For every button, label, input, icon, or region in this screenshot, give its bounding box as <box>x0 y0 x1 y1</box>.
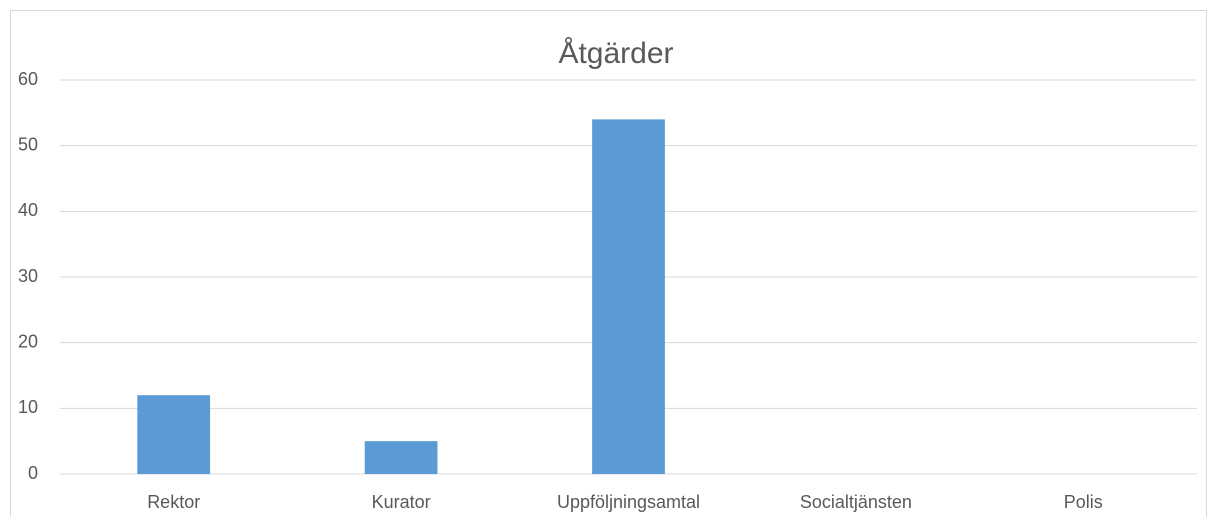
y-tick-label: 50 <box>18 134 38 154</box>
bar <box>592 119 665 475</box>
y-tick-label: 10 <box>18 397 38 417</box>
y-tick-label: 0 <box>28 463 38 483</box>
y-tick-label: 60 <box>18 69 38 89</box>
y-tick-label: 30 <box>18 266 38 286</box>
bar <box>364 441 438 474</box>
y-tick-label: 40 <box>18 200 38 220</box>
chart-title: Åtgärder <box>558 37 673 70</box>
x-tick-label: Polis <box>1064 492 1103 512</box>
x-tick-label: Rektor <box>147 492 200 512</box>
bar <box>137 395 211 474</box>
x-tick-label: Socialtjänsten <box>800 492 912 512</box>
chart-frame <box>10 10 1207 517</box>
x-tick-label: Kurator <box>372 492 431 512</box>
y-tick-label: 20 <box>18 331 38 351</box>
x-tick-label: Uppföljningsamtal <box>557 492 700 512</box>
